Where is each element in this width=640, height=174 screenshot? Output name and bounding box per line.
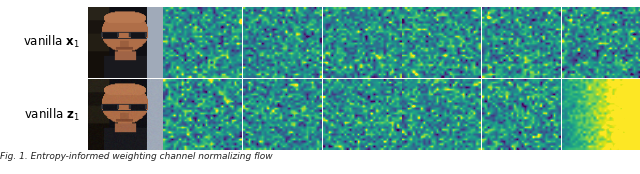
- Text: Fig. 1. Entropy-informed weighting channel normalizing flow: Fig. 1. Entropy-informed weighting chann…: [0, 152, 273, 161]
- Text: vanilla $\mathbf{x}_1$: vanilla $\mathbf{x}_1$: [23, 34, 79, 50]
- Text: vanilla $\mathbf{z}_1$: vanilla $\mathbf{z}_1$: [24, 107, 79, 123]
